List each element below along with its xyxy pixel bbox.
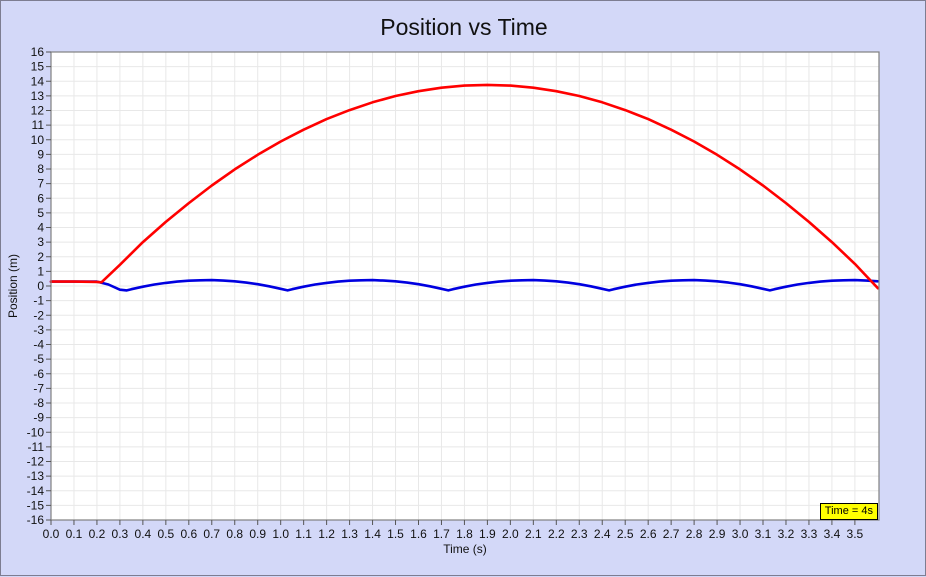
x-tick-label: 2.3 — [571, 527, 588, 541]
y-tick-label: 15 — [31, 60, 45, 74]
x-tick-label: 1.7 — [433, 527, 450, 541]
y-tick-label: 7 — [37, 177, 44, 191]
x-tick-label: 2.1 — [525, 527, 542, 541]
y-tick-label: -9 — [33, 411, 44, 425]
y-tick-label: -16 — [27, 513, 45, 527]
y-tick-label: -12 — [27, 455, 45, 469]
y-tick-label: 10 — [31, 133, 45, 147]
y-axis-label: Position (m) — [6, 253, 20, 318]
x-tick-label: 0.4 — [135, 527, 152, 541]
y-tick-label: 12 — [31, 104, 45, 118]
x-tick-label: 0.0 — [43, 527, 60, 541]
x-tick-label: 3.1 — [755, 527, 772, 541]
y-tick-label: -11 — [28, 440, 45, 454]
x-tick-label: 1.3 — [341, 527, 358, 541]
x-tick-label: 0.6 — [180, 527, 197, 541]
y-tick-label: -13 — [27, 469, 45, 483]
y-tick-label: 9 — [37, 147, 44, 161]
x-tick-label: 1.5 — [387, 527, 404, 541]
x-tick-label: 2.9 — [709, 527, 726, 541]
x-tick-label: 3.2 — [778, 527, 795, 541]
x-axis-label: Time (s) — [443, 542, 487, 556]
y-tick-label: 6 — [37, 191, 44, 205]
x-tick-label: 2.4 — [594, 527, 611, 541]
red-series-line — [49, 83, 880, 290]
x-tick-label: 3.5 — [847, 527, 864, 541]
x-tick-label: 0.7 — [203, 527, 220, 541]
x-tick-label: 0.9 — [249, 527, 266, 541]
x-tick-label: 1.6 — [410, 527, 427, 541]
x-tick-label: 1.9 — [479, 527, 496, 541]
x-tick-label: 1.8 — [456, 527, 473, 541]
x-tick-label: 3.4 — [824, 527, 841, 541]
y-tick-label: 13 — [31, 89, 45, 103]
y-tick-label: -7 — [33, 381, 44, 395]
y-tick-label: -15 — [27, 498, 45, 512]
time-annotation-badge: Time = 4s — [819, 503, 878, 520]
x-tick-label: 0.5 — [157, 527, 174, 541]
y-tick-label: -5 — [33, 352, 44, 366]
x-tick-label: 1.0 — [272, 527, 289, 541]
chart-title: Position vs Time — [380, 14, 548, 40]
y-tick-label: -4 — [33, 338, 44, 352]
x-tick-label: 3.3 — [801, 527, 818, 541]
y-tick-label: 11 — [32, 118, 45, 132]
x-tick-label: 1.1 — [295, 527, 312, 541]
x-tick-label: 2.6 — [640, 527, 657, 541]
y-tick-label: -1 — [33, 294, 44, 308]
x-tick-label: 0.1 — [66, 527, 83, 541]
y-tick-label: -6 — [33, 367, 44, 381]
x-tick-label: 2.0 — [502, 527, 519, 541]
blue-series-line — [49, 278, 880, 292]
y-tick-label: 8 — [37, 162, 44, 176]
y-tick-label: -3 — [33, 323, 44, 337]
x-tick-label: 0.8 — [226, 527, 243, 541]
y-tick-label: -14 — [27, 484, 45, 498]
x-tick-label: 2.8 — [686, 527, 703, 541]
y-tick-label: 14 — [31, 74, 45, 88]
y-tick-label: 4 — [37, 221, 44, 235]
x-tick-label: 2.2 — [548, 527, 565, 541]
y-tick-label: 2 — [37, 250, 44, 264]
y-tick-label: 0 — [37, 279, 44, 293]
x-tick-label: 2.7 — [663, 527, 680, 541]
x-tick-label: 3.0 — [732, 527, 749, 541]
y-tick-label: 16 — [31, 45, 45, 59]
y-tick-label: 1 — [37, 264, 44, 278]
x-tick-label: 0.3 — [112, 527, 129, 541]
y-tick-label: 3 — [37, 235, 44, 249]
x-tick-label: 1.4 — [364, 527, 381, 541]
y-tick-label: -10 — [27, 425, 45, 439]
y-tick-label: -2 — [33, 308, 44, 322]
x-tick-label: 2.5 — [617, 527, 634, 541]
x-tick-label: 1.2 — [318, 527, 335, 541]
y-tick-label: -8 — [33, 396, 44, 410]
x-tick-label: 0.2 — [89, 527, 106, 541]
y-tick-label: 5 — [37, 206, 44, 220]
